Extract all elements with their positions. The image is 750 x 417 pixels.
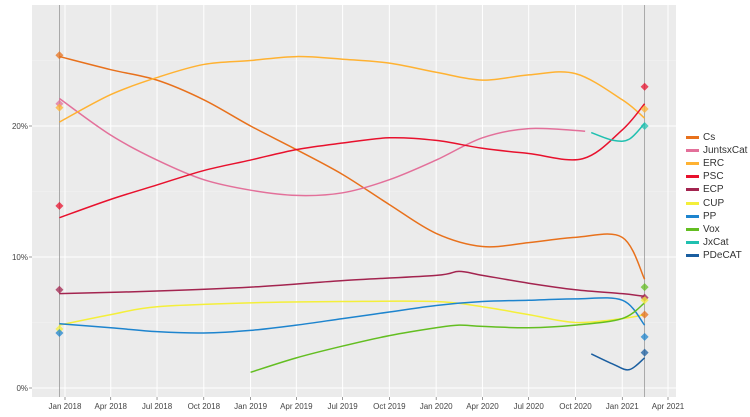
legend-item-psc[interactable]: PSC	[686, 170, 747, 183]
x-tick-label: Jan 2019	[234, 402, 267, 411]
legend-swatch	[686, 201, 699, 205]
legend-item-jxcat[interactable]: JxCat	[686, 236, 747, 249]
election-result-marker-ecp	[55, 285, 64, 294]
series-line-pp	[59, 297, 646, 334]
legend-label: PP	[703, 210, 717, 222]
legend-swatch	[686, 188, 699, 192]
series-line-juntsxcat	[58, 97, 586, 197]
election-result-marker-vox	[640, 283, 649, 292]
election-result-marker-pdecat	[640, 348, 649, 357]
legend: Cs JuntsxCat ERC PSC ECP CUP PP Vox JxCat PDeCAT	[686, 131, 747, 262]
legend-swatch	[686, 253, 699, 257]
x-tick-label: Oct 2018	[188, 402, 221, 411]
election-result-marker-cs	[640, 310, 649, 319]
election-result-marker-pp	[55, 328, 64, 337]
legend-item-pdecat[interactable]: PDeCAT	[686, 249, 747, 262]
election-result-marker-psc	[55, 201, 64, 210]
x-tick-label: Jan 2018	[49, 402, 82, 411]
series-line-ecp	[59, 270, 645, 298]
election-result-marker-erc	[640, 104, 649, 113]
legend-item-cup[interactable]: CUP	[686, 196, 747, 209]
legend-label: Vox	[703, 223, 720, 235]
election-result-marker-cs	[55, 51, 64, 60]
legend-swatch	[686, 175, 699, 179]
legend-swatch	[686, 227, 699, 231]
election-result-marker-cup	[640, 296, 649, 305]
series-line-psc	[59, 103, 646, 219]
series-line-pdecat	[590, 353, 646, 371]
legend-item-vox[interactable]: Vox	[686, 223, 747, 236]
series-line-erc	[59, 55, 646, 123]
legend-item-pp[interactable]: PP	[686, 210, 747, 223]
legend-swatch	[686, 149, 699, 153]
legend-item-erc[interactable]: ERC	[686, 157, 747, 170]
legend-label: Cs	[703, 132, 716, 144]
x-tick-label: Apr 2020	[466, 402, 499, 411]
legend-swatch	[686, 136, 699, 140]
x-tick-label: Jan 2020	[420, 402, 453, 411]
y-tick-label: 10%	[12, 253, 28, 262]
x-tick-label: Apr 2019	[280, 402, 313, 411]
x-tick-label: Jul 2019	[327, 402, 358, 411]
x-tick-label: Apr 2018	[95, 402, 128, 411]
legend-label: CUP	[703, 197, 725, 209]
x-tick-label: Jul 2018	[142, 402, 173, 411]
legend-swatch	[686, 240, 699, 244]
y-tick-label: 20%	[12, 122, 28, 131]
x-tick-label: Oct 2019	[373, 402, 406, 411]
legend-swatch	[686, 214, 699, 218]
election-result-marker-pp	[640, 332, 649, 341]
series-line-cs	[59, 55, 646, 280]
election-result-marker-psc	[640, 82, 649, 91]
plot-background	[32, 5, 676, 397]
series-line-jxcat	[590, 122, 646, 142]
legend-label: ECP	[703, 184, 724, 196]
x-tick-label: Jan 2021	[606, 402, 639, 411]
election-result-marker-erc	[55, 103, 64, 112]
legend-item-cs[interactable]: Cs	[686, 131, 747, 144]
x-tick-label: Apr 2021	[652, 402, 685, 411]
legend-item-juntsxcat[interactable]: JuntsxCat	[686, 144, 747, 157]
x-tick-label: Oct 2020	[559, 402, 592, 411]
election-result-marker-jxcat	[640, 122, 649, 130]
series-line-cup	[59, 300, 645, 326]
x-tick-label: Jul 2020	[514, 402, 545, 411]
legend-label: ERC	[703, 158, 725, 170]
series-line-vox	[250, 302, 646, 373]
legend-label: JuntsxCat	[703, 145, 748, 157]
legend-swatch	[686, 162, 699, 166]
legend-label: PDeCAT	[703, 249, 742, 261]
legend-item-ecp[interactable]: ECP	[686, 183, 747, 196]
legend-label: JxCat	[703, 236, 729, 248]
legend-label: PSC	[703, 171, 724, 183]
y-tick-label: 0%	[16, 384, 28, 393]
